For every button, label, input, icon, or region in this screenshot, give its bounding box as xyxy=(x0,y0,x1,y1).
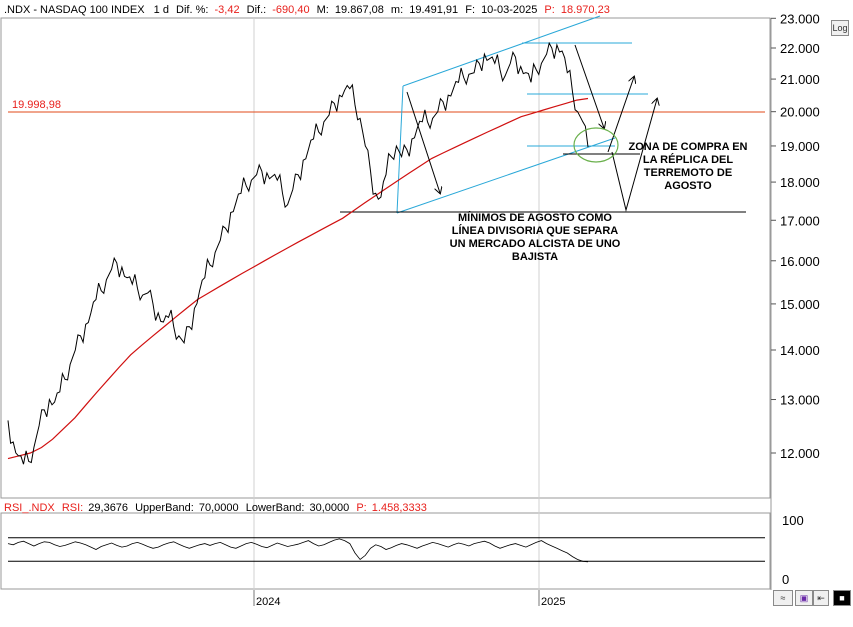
scroll-mode-button[interactable]: ≈ xyxy=(773,590,793,606)
rebound-arrow-1 xyxy=(607,77,634,153)
x-label-2024: 2024 xyxy=(256,596,280,608)
rsi-panel[interactable] xyxy=(0,512,771,590)
color-toggle-button[interactable]: ■ xyxy=(833,590,851,606)
price-panel[interactable] xyxy=(0,17,771,499)
price-y-axis: 12.000 13.000 14.000 15.000 16.000 17.000 18.0… xyxy=(771,11,820,461)
svg-text:TERREMOTO DE: TERREMOTO DE xyxy=(644,167,732,179)
reference-line-label: 19.998,98 xyxy=(12,99,61,111)
y-tick-label: 21.000 xyxy=(780,72,820,87)
log-scale-button[interactable]: Log xyxy=(831,20,849,36)
moving-average-line xyxy=(7,97,589,460)
save-icon[interactable]: ▣ xyxy=(795,590,813,606)
svg-text:ZONA DE COMPRA EN: ZONA DE COMPRA EN xyxy=(629,141,748,153)
scroll-left-icon[interactable]: ⇤ xyxy=(813,590,829,606)
channel-left-edge xyxy=(396,85,404,214)
chart-header: .NDX - NASDAQ 100 INDEX 1 d Dif. %: -3,4… xyxy=(4,4,610,16)
buy-zone-annotation: ZONA DE COMPRA EN LA RÉPLICA DEL TERREMO… xyxy=(629,141,748,192)
y-tick-label: 20.000 xyxy=(780,105,820,120)
y-tick-label: 18.000 xyxy=(780,175,820,190)
y-tick-label: 12.000 xyxy=(780,446,820,461)
x-label-2025: 2025 xyxy=(541,596,565,608)
svg-text:UN MERCADO ALCISTA DE UNO: UN MERCADO ALCISTA DE UNO xyxy=(450,238,621,250)
rsi-line xyxy=(7,538,589,563)
price-series-line xyxy=(7,41,589,465)
channel-lower-line xyxy=(396,137,616,214)
y-tick-label: 15.000 xyxy=(780,297,820,312)
svg-text:LA RÉPLICA DEL: LA RÉPLICA DEL xyxy=(643,153,734,166)
recent-drop-arrow xyxy=(574,44,604,128)
svg-text:LÍNEA DIVISORIA QUE SEPARA: LÍNEA DIVISORIA QUE SEPARA xyxy=(452,224,619,237)
svg-text:MÍNIMOS DE AGOSTO COMO: MÍNIMOS DE AGOSTO COMO xyxy=(458,211,612,224)
august-drop-arrow xyxy=(406,91,440,193)
y-tick-label: 13.000 xyxy=(780,393,820,408)
y-tick-label: 14.000 xyxy=(780,343,820,358)
y-tick-label: 23.000 xyxy=(780,11,820,26)
y-tick-label: 19.000 xyxy=(780,139,820,154)
y-tick-label: 16.000 xyxy=(780,254,820,269)
svg-text:AGOSTO: AGOSTO xyxy=(664,180,712,192)
august-lows-annotation: MÍNIMOS DE AGOSTO COMO LÍNEA DIVISORIA Q… xyxy=(450,211,621,263)
y-tick-label: 17.000 xyxy=(780,213,820,228)
y-tick-label: 22.000 xyxy=(780,41,820,56)
rsi-tick-label: 0 xyxy=(782,572,789,587)
rebound-arrow-2 xyxy=(611,99,657,212)
channel-upper-line xyxy=(402,15,601,87)
rsi-tick-label: 100 xyxy=(782,513,804,528)
svg-text:BAJISTA: BAJISTA xyxy=(512,251,558,263)
rsi-header: RSI_.NDX RSI: 29,3676 UpperBand: 70,0000… xyxy=(4,502,427,514)
rsi-y-axis: 100 0 xyxy=(782,513,804,587)
buy-zone-circle xyxy=(573,127,619,163)
